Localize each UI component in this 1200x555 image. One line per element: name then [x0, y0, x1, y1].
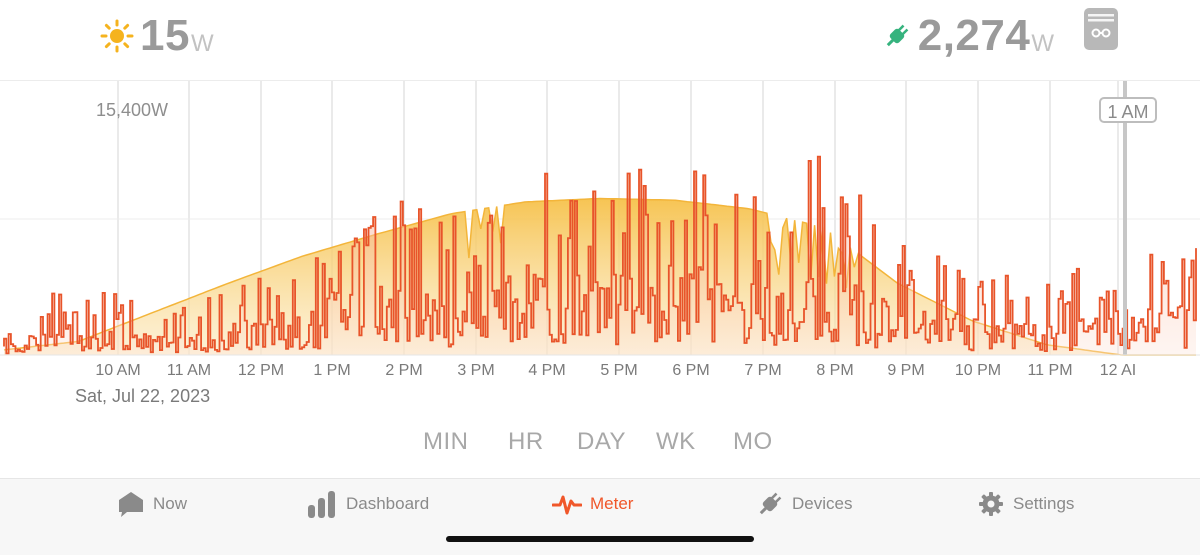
header: 15 W 2,274 W	[0, 0, 1200, 80]
grid-lines	[0, 81, 1200, 355]
x-tick-label: 3 PM	[457, 362, 495, 379]
x-tick-label: 2 PM	[385, 362, 423, 379]
tab-settings[interactable]: Settings	[977, 489, 1074, 519]
home-indicator	[446, 536, 754, 542]
range-day[interactable]: DAY	[577, 428, 627, 455]
solar-production[interactable]: 15 W	[100, 8, 214, 58]
x-tick-label: 12 PM	[237, 362, 285, 379]
x-tick-label: 9 PM	[887, 362, 925, 379]
gear-icon	[979, 492, 1003, 516]
x-tick-label: 1 PM	[313, 362, 351, 379]
power-chart-svg[interactable]	[0, 81, 1200, 411]
usage-value: 2,274	[917, 11, 1031, 60]
x-tick-label: 11 PM	[1027, 362, 1073, 379]
solar-value: 15	[140, 11, 190, 60]
plug-icon	[759, 492, 782, 515]
tab-now-label: Now	[153, 494, 188, 513]
tab-meter[interactable]: Meter	[552, 489, 633, 519]
home-usage[interactable]: 2,274 W	[882, 8, 1054, 58]
bar-chart-icon	[308, 491, 335, 518]
header-divider	[0, 80, 1200, 81]
tab-settings-label: Settings	[1013, 494, 1075, 513]
tab-now[interactable]: Now	[117, 489, 187, 519]
x-tick-label: 12 AI	[1099, 362, 1137, 379]
tab-devices[interactable]: Devices	[756, 489, 852, 519]
range-month[interactable]: MO	[733, 428, 773, 455]
chart-date: Sat, Jul 22, 2023	[75, 386, 211, 406]
tab-meter-label: Meter	[590, 494, 634, 513]
x-tick-label: 10 PM	[954, 362, 1002, 379]
x-tick-label: 6 PM	[672, 362, 710, 379]
cursor-time-badge[interactable]: 1 AM	[1099, 97, 1157, 123]
x-tick-label: 10 AM	[95, 362, 141, 379]
solar-unit: W	[190, 30, 214, 57]
x-tick-label: 4 PM	[528, 362, 566, 379]
x-tick-label: 5 PM	[600, 362, 638, 379]
range-selector: MIN HR DAY WK MO	[0, 428, 1200, 460]
plug-icon	[886, 24, 909, 47]
x-tick-label: 8 PM	[816, 362, 854, 379]
tab-dashboard[interactable]: Dashboard	[306, 489, 429, 519]
tab-bar: Now Dashboard Meter Devices	[0, 478, 1200, 555]
tab-devices-label: Devices	[792, 494, 853, 513]
meter-device-icon[interactable]	[1082, 6, 1120, 52]
tab-dashboard-label: Dashboard	[346, 494, 430, 513]
x-tick-label: 7 PM	[744, 362, 782, 379]
x-tick-label: 11 AM	[166, 362, 212, 379]
chat-bubble-icon	[119, 492, 143, 517]
sun-icon	[100, 19, 134, 53]
range-min[interactable]: MIN	[423, 428, 469, 455]
usage-line	[3, 155, 1197, 355]
chart-max-label: 15,400W	[96, 100, 169, 120]
range-hour[interactable]: HR	[508, 428, 544, 455]
usage-unit: W	[1031, 30, 1054, 57]
pulse-icon	[552, 495, 582, 515]
range-week[interactable]: WK	[656, 428, 696, 455]
power-chart[interactable]	[0, 81, 1200, 411]
